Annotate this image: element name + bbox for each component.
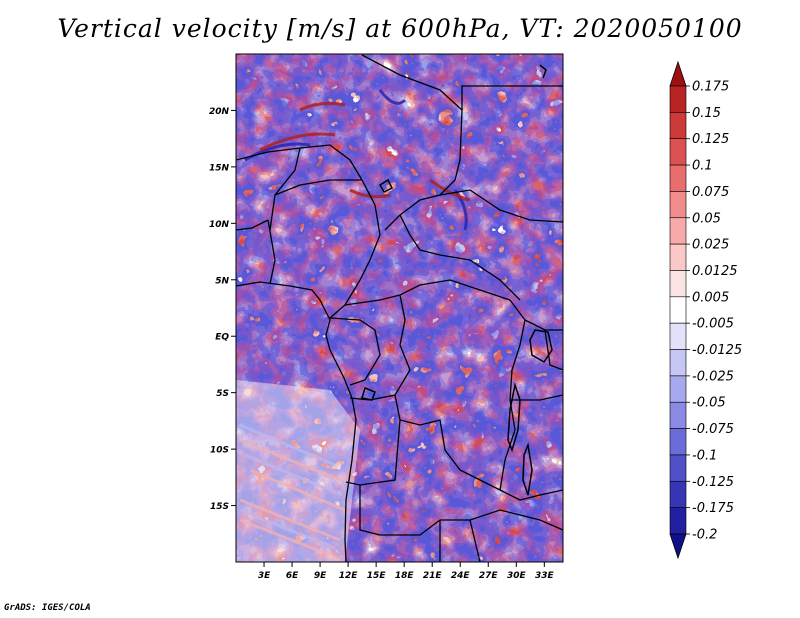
- lon-tick-label: 6E: [286, 571, 299, 581]
- colorbar-swatch: [669, 480, 687, 508]
- colorbar-swatch: [669, 270, 687, 298]
- colorbar-label: -0.125: [692, 475, 734, 490]
- colorbar-label: 0.025: [692, 238, 729, 253]
- colorbar-bottom-arrow: [669, 533, 687, 560]
- lon-tick-label: 15E: [367, 571, 387, 581]
- lon-tick-label: 27E: [479, 571, 499, 581]
- colorbar-label: -0.175: [692, 501, 734, 516]
- colorbar-label: -0.2: [692, 528, 717, 543]
- lon-tick-label: 3E: [258, 571, 271, 581]
- colorbar-label: 0.1: [692, 159, 713, 174]
- lat-tick-label: 10S: [210, 446, 229, 456]
- colorbar-swatch: [669, 507, 687, 535]
- colorbar-swatch: [669, 454, 687, 482]
- lat-tick-label: EQ: [215, 333, 229, 343]
- plot-frame: [235, 53, 564, 563]
- lakes: [361, 64, 553, 496]
- lon-tick-label: 18E: [395, 571, 415, 581]
- colorbar-swatch: [669, 428, 687, 456]
- colorbar-swatch: [669, 401, 687, 429]
- colorbar-swatch: [669, 375, 687, 403]
- lon-tick-label: 33E: [535, 571, 555, 581]
- colorbar: 0.175 0.15 0.125 0.1 0.075 0.05 0.025 0.0125 0.0…: [669, 60, 742, 560]
- colorbar-label: 0.075: [692, 185, 729, 200]
- colorbar-label: -0.025: [692, 369, 734, 384]
- colorbar-label: 0.125: [692, 132, 729, 147]
- colorbar-label: 0.0125: [692, 264, 738, 279]
- colorbar-swatch: [669, 138, 687, 166]
- lat-tick-label: 5S: [216, 389, 229, 399]
- page-title: Vertical velocity [m/s] at 600hPa, VT: 2…: [57, 14, 743, 43]
- lat-tick-label: 15N: [209, 163, 230, 173]
- lon-tick-label: 9E: [314, 571, 327, 581]
- colorbar-label: 0.175: [692, 80, 729, 95]
- country-borders: [236, 54, 563, 562]
- lat-tick-label: 15S: [210, 502, 229, 512]
- colorbar-label: -0.0125: [692, 343, 742, 358]
- latitude-axis: 20N 15N 10N 5N EQ 5S 10S 15S: [209, 107, 236, 512]
- velocity-field: [236, 54, 563, 562]
- colorbar-label: -0.05: [692, 396, 726, 411]
- colorbar-swatch: [669, 322, 687, 350]
- colorbar-label: -0.075: [692, 422, 734, 437]
- colorbar-swatch: [669, 217, 687, 245]
- colorbar-swatch: [669, 164, 687, 192]
- lon-tick-label: 30E: [507, 571, 527, 581]
- colorbar-label: 0.05: [692, 211, 721, 226]
- lat-tick-label: 20N: [209, 107, 230, 117]
- colorbar-swatch: [669, 349, 687, 377]
- footer-credit: GrADS: IGES/COLA: [4, 603, 91, 613]
- colorbar-top-arrow: [669, 60, 687, 87]
- colorbar-swatch: [669, 191, 687, 219]
- colorbar-label: 0.005: [692, 290, 729, 305]
- colorbar-swatch: [669, 112, 687, 140]
- colorbar-label: -0.005: [692, 317, 734, 332]
- colorbar-label: -0.1: [692, 448, 717, 463]
- lon-tick-label: 24E: [451, 571, 471, 581]
- longitude-axis: 3E 6E 9E 12E 15E 18E 21E 24E 27E 30E 33E: [258, 562, 555, 581]
- lat-tick-label: 10N: [209, 220, 230, 230]
- colorbar-swatch: [669, 296, 687, 324]
- lon-tick-label: 12E: [339, 571, 359, 581]
- colorbar-label: 0.15: [692, 106, 721, 121]
- lon-tick-label: 21E: [423, 571, 443, 581]
- lat-tick-label: 5N: [215, 276, 229, 286]
- colorbar-swatch: [669, 85, 687, 113]
- colorbar-swatch: [669, 243, 687, 271]
